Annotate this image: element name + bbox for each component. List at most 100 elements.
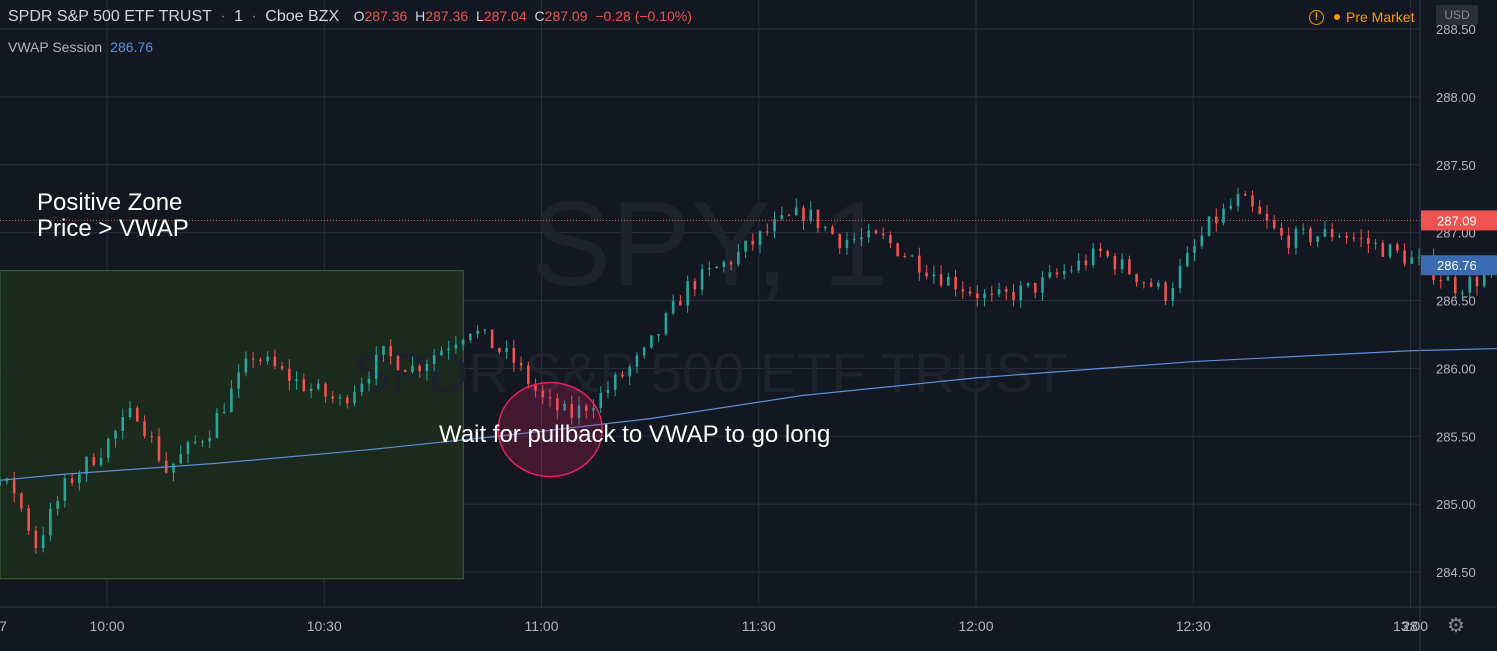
candle-body [1417, 257, 1421, 259]
candle-body [454, 344, 458, 349]
candle-body [534, 383, 537, 391]
candle-body [1301, 228, 1305, 230]
currency-button[interactable]: USD [1436, 5, 1478, 25]
candle-body [179, 454, 183, 464]
candle-body [584, 405, 588, 411]
candle-body [1113, 256, 1117, 270]
candle-body [577, 405, 581, 418]
candle-body [881, 233, 885, 236]
gear-icon[interactable]: ⚙ [1447, 615, 1465, 637]
symbol-name[interactable]: SPDR S&P 500 ETF TRUST [8, 8, 212, 25]
interval-label[interactable]: 1 [234, 8, 244, 25]
candle-body [802, 207, 805, 221]
candle-body [85, 456, 88, 475]
candle-body [1120, 259, 1124, 270]
candle-body [925, 272, 928, 277]
x-tick-label: 28 [1402, 618, 1418, 634]
candle-body [280, 366, 284, 369]
candle-body [889, 235, 892, 244]
candle-body [317, 383, 320, 389]
candle-body [1309, 228, 1312, 242]
candle-body [63, 478, 67, 501]
zone-line-2: Price > VWAP [37, 215, 189, 242]
y-tick-label: 285.00 [1436, 497, 1476, 512]
candle-body [896, 243, 899, 257]
candle-body [1316, 236, 1319, 242]
candle-body [954, 276, 957, 290]
watermark-name: SPDR S&P 500 ETF TRUST [353, 341, 1067, 404]
candle-body [1004, 289, 1008, 292]
candle-body [1214, 216, 1218, 224]
candle-body [331, 396, 335, 399]
candle-body [657, 334, 660, 336]
positive-zone-box [0, 270, 464, 580]
candle-body [838, 234, 842, 249]
candle-body [1091, 248, 1095, 266]
candle-body [237, 372, 240, 389]
candle-body [1077, 260, 1080, 271]
candle-body [425, 363, 429, 372]
candle-body [128, 408, 132, 418]
vwap-legend[interactable]: VWAP Session 286.76 [8, 39, 153, 55]
candle-body [1033, 282, 1037, 293]
candle-body [794, 207, 798, 216]
candle-body [157, 436, 161, 461]
y-tick-label: 286.00 [1436, 361, 1476, 376]
candle-body [599, 392, 603, 408]
market-status-label: Pre Market [1346, 9, 1415, 25]
x-tick-label: 11:30 [742, 618, 776, 634]
low-label: L [476, 8, 484, 24]
candle-body [135, 408, 139, 422]
symbol-header: SPDR S&P 500 ETF TRUST · 1 · Cboe BZX O2… [8, 8, 692, 25]
candle-body [1157, 282, 1160, 287]
candle-body [1128, 259, 1131, 274]
candle-body [461, 340, 465, 345]
candle-body [1026, 282, 1030, 286]
vwap-name: VWAP Session [8, 39, 103, 55]
candle-body [1171, 288, 1175, 301]
candle-body [1475, 277, 1479, 287]
candle-body [787, 214, 791, 216]
last-price-tag-bg [1421, 210, 1497, 231]
candle-body [809, 209, 813, 221]
candle-body [1352, 237, 1356, 239]
candle-body [758, 231, 762, 245]
candle-body [765, 231, 769, 233]
candle-body [867, 230, 870, 238]
candle-body [1164, 282, 1167, 301]
candle-body [968, 291, 972, 294]
candle-body [592, 407, 595, 411]
candle-body [230, 388, 233, 412]
candle-body [1345, 236, 1348, 238]
market-status[interactable]: ! Pre Market [1309, 9, 1414, 25]
candle-body [541, 390, 545, 398]
candle-body [1186, 252, 1189, 267]
candle-body [1258, 206, 1262, 215]
x-tick-label: 10:30 [307, 618, 342, 634]
candle-body [1468, 277, 1472, 293]
candle-body [1461, 292, 1464, 294]
vwap-value: 286.76 [110, 39, 153, 55]
candle-body [273, 356, 277, 367]
candle-body [78, 474, 81, 483]
candle-body [700, 269, 704, 290]
y-tick-label: 288.00 [1436, 90, 1476, 105]
candle-body [345, 397, 349, 404]
candle-body [27, 508, 30, 531]
y-tick-label: 287.50 [1436, 158, 1476, 173]
candle-body [1178, 266, 1182, 289]
candle-body [288, 368, 291, 382]
candle-body [1388, 244, 1392, 257]
candle-body [628, 366, 631, 377]
candle-body [693, 280, 697, 290]
candle-body [172, 463, 175, 473]
candle-body [1367, 238, 1370, 244]
candle-body [70, 478, 74, 483]
candle-body [34, 530, 38, 549]
candle-body [1048, 272, 1052, 278]
candle-body [671, 301, 675, 314]
candle-body [845, 240, 849, 249]
candle-body [1062, 271, 1066, 275]
candle-body [1330, 229, 1334, 238]
